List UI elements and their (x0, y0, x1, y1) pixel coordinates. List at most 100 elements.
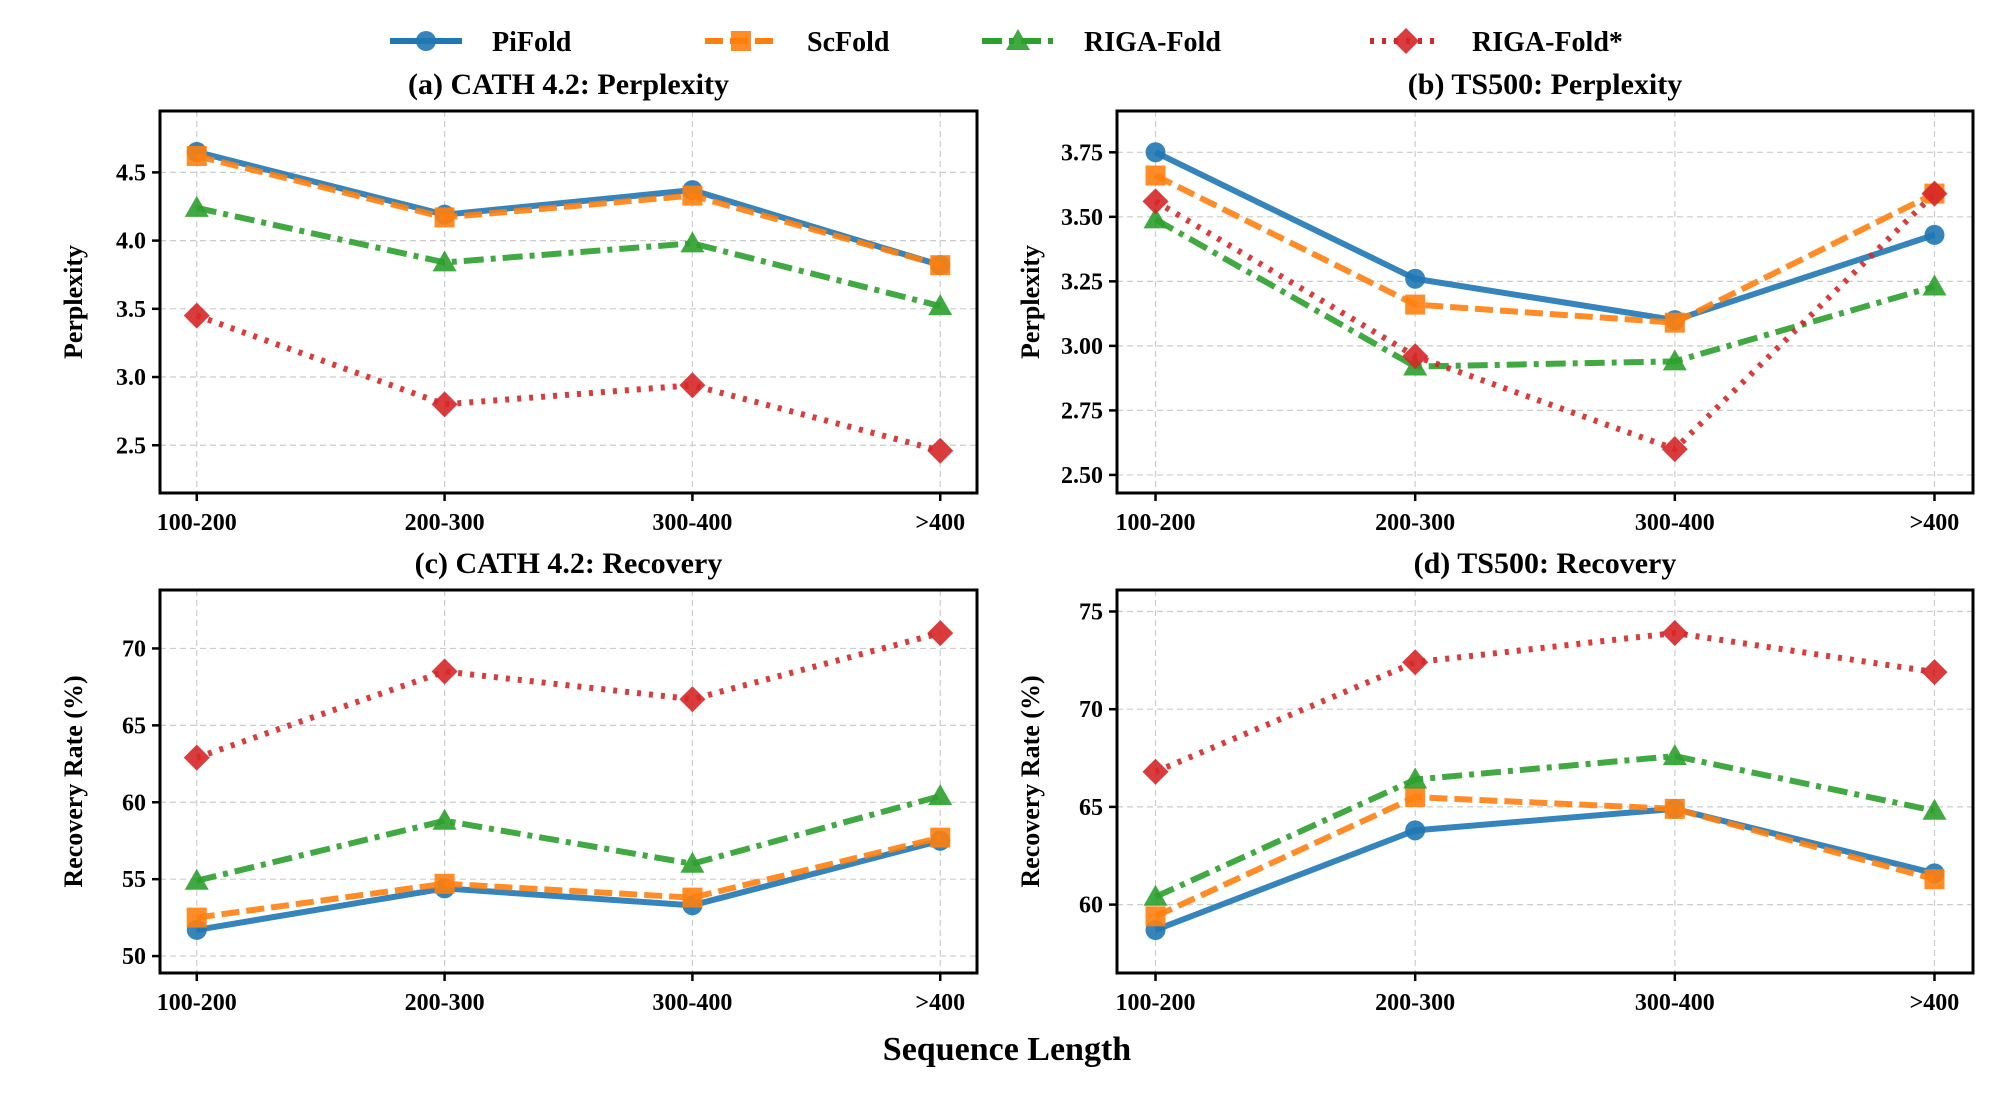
panel-d-line-riga-fold (1154, 629, 1935, 775)
panel-c-line-riga-fold (195, 630, 942, 761)
panel-c-series-riga-fold (184, 784, 953, 890)
panel-d-title: (d) TS500: Recovery (1414, 547, 1677, 580)
panel-b-point-riga-fold-3 (1922, 274, 1947, 296)
panel-d: 60 65 70 75 100-200 200-300 300-400 >400 Recover… (1016, 547, 1975, 1016)
figure-xlabel: Sequence Length (883, 1031, 1132, 1068)
panel-c-line-scfold (196, 834, 941, 921)
panel-b-xtick-label-3: >400 (1910, 510, 1960, 536)
panel-c-xtick-label-1: 200-300 (405, 990, 485, 1016)
panel-d-point-riga-fold-3 (1921, 659, 1948, 686)
panel-d-point-riga-fold-2 (1661, 619, 1688, 646)
panel-d-xtick-label-0: 100-200 (1116, 990, 1196, 1016)
legend-item-riga-fold: RIGA-Fold (982, 27, 1221, 58)
panel-d-xtick-label-3: >400 (1910, 990, 1960, 1016)
panel-a-series-riga-fold (183, 302, 954, 464)
panel-b-point-scfold-2 (1664, 312, 1685, 333)
panel-b-series-riga-fold (1143, 207, 1947, 376)
panel-c-point-scfold-2 (682, 887, 703, 908)
panel-d-series-riga-fold (1142, 619, 1948, 785)
panel-a: 2.5 3.0 3.5 4.0 4.5 100-200 200-300 300-400 >400… (59, 68, 979, 536)
panel-b-point-riga-fold-0 (1143, 207, 1168, 229)
panel-a-line-scfold (196, 153, 942, 269)
panel-d-point-riga-fold-1 (1402, 649, 1429, 676)
panel-a-point-riga-fold-3 (928, 294, 953, 316)
panel-a-xtick-label-3: >400 (915, 510, 965, 536)
panel-b-ytick-label-3: 3.25 (1061, 269, 1103, 295)
panel-d-series-scfold (1145, 787, 1945, 927)
panel-a-point-scfold-3 (930, 255, 951, 276)
panel-a-point-scfold-2 (682, 185, 703, 206)
panel-c-line-riga-fold (196, 793, 942, 884)
panel-b-series-riga-fold (1142, 180, 1948, 463)
panel-b-point-riga-fold-2 (1661, 436, 1688, 463)
panel-a-line-riga-fold (196, 204, 941, 310)
panel-c-ytick-label-0: 50 (122, 944, 146, 970)
panel-c: 50 55 60 65 70 100-200 200-300 300-400 >400 Recov… (59, 547, 979, 1016)
panel-d-point-riga-fold-2 (1662, 744, 1687, 766)
panel-b-point-pifold-1 (1405, 268, 1426, 289)
panel-c-point-scfold-0 (186, 907, 207, 928)
panel-a-point-scfold-1 (434, 207, 455, 228)
panel-c-ytick-label-3: 65 (122, 713, 146, 739)
panel-d-point-scfold-3 (1924, 869, 1945, 890)
panel-a-ylabel: Perplexity (59, 245, 88, 359)
panel-d-series-pifold (1145, 798, 1945, 941)
panel-c-point-riga-fold-3 (927, 620, 954, 647)
panel-c-ytick-label-1: 55 (122, 867, 146, 893)
panel-d-xtick-label-2: 300-400 (1635, 990, 1715, 1016)
panel-a-point-riga-fold-3 (927, 437, 954, 464)
panel-c-series-riga-fold (183, 620, 954, 771)
panel-b-title: (b) TS500: Perplexity (1408, 68, 1682, 101)
panel-a-xtick-label-2: 300-400 (652, 510, 732, 536)
panel-a-ytick-label-3: 4.0 (116, 229, 146, 255)
panel-d-point-scfold-1 (1405, 787, 1426, 808)
panel-d-xtick-label-1: 200-300 (1375, 990, 1455, 1016)
panel-d-point-pifold-1 (1405, 820, 1426, 841)
panel-c-frame (158, 588, 979, 975)
panel-a-frame (158, 109, 979, 495)
panel-b-point-riga-fold-2 (1662, 349, 1687, 371)
panel-d-frame (1115, 588, 1975, 975)
panel-c-point-riga-fold-3 (928, 784, 953, 806)
panel-b-ytick-label-2: 3.00 (1061, 334, 1103, 360)
panel-b-point-pifold-3 (1924, 224, 1945, 245)
panel-a-point-riga-fold-1 (431, 391, 458, 418)
panel-d-ytick-label-0: 60 (1079, 893, 1103, 919)
panel-c-series-scfold (186, 827, 951, 928)
legend-marker-riga-fold (1393, 28, 1419, 54)
panel-b-series-scfold (1145, 165, 1945, 333)
legend-label-scfold: ScFold (807, 27, 890, 58)
panel-c-ytick-label-2: 60 (122, 790, 146, 816)
panel-c-ylabel: Recovery Rate (%) (59, 675, 88, 887)
panel-c-point-riga-fold-0 (184, 868, 209, 890)
panel-c-series-pifold (186, 830, 951, 940)
panel-c-xtick-label-0: 100-200 (157, 990, 237, 1016)
panel-c-ytick-label-4: 70 (122, 636, 146, 662)
panel-a-point-riga-fold-2 (680, 231, 705, 253)
panel-d-series-riga-fold (1143, 744, 1947, 906)
panel-b-ytick-label-0: 2.50 (1061, 463, 1103, 489)
panel-b-point-riga-fold-1 (1402, 343, 1429, 370)
panel-a-series-scfold (186, 146, 951, 276)
panel-b-ytick-label-4: 3.50 (1061, 205, 1103, 231)
panel-d-point-riga-fold-0 (1143, 884, 1168, 906)
legend-marker-riga-fold (1006, 29, 1030, 50)
panel-a-point-scfold-0 (186, 146, 207, 167)
panel-a-ytick-label-1: 3.0 (116, 365, 146, 391)
legend-item-scfold: ScFold (705, 27, 890, 58)
panel-d-ylabel: Recovery Rate (%) (1016, 675, 1045, 887)
panel-d-point-scfold-2 (1664, 798, 1685, 819)
panel-c-point-riga-fold-2 (679, 686, 706, 713)
panel-a-title: (a) CATH 4.2: Perplexity (408, 68, 729, 101)
panel-b-xtick-label-2: 300-400 (1635, 510, 1715, 536)
panel-a-point-riga-fold-2 (679, 372, 706, 399)
panel-c-xtick-label-2: 300-400 (652, 990, 732, 1016)
panel-c-line-pifold (196, 837, 941, 933)
panel-a-xtick-label-1: 200-300 (405, 510, 485, 536)
panel-c-point-riga-fold-1 (432, 808, 457, 830)
panel-b-xtick-label-0: 100-200 (1116, 510, 1196, 536)
panel-a-point-riga-fold-1 (432, 250, 457, 272)
legend-marker-scfold (731, 31, 751, 51)
panel-b-point-riga-fold-3 (1921, 180, 1948, 207)
